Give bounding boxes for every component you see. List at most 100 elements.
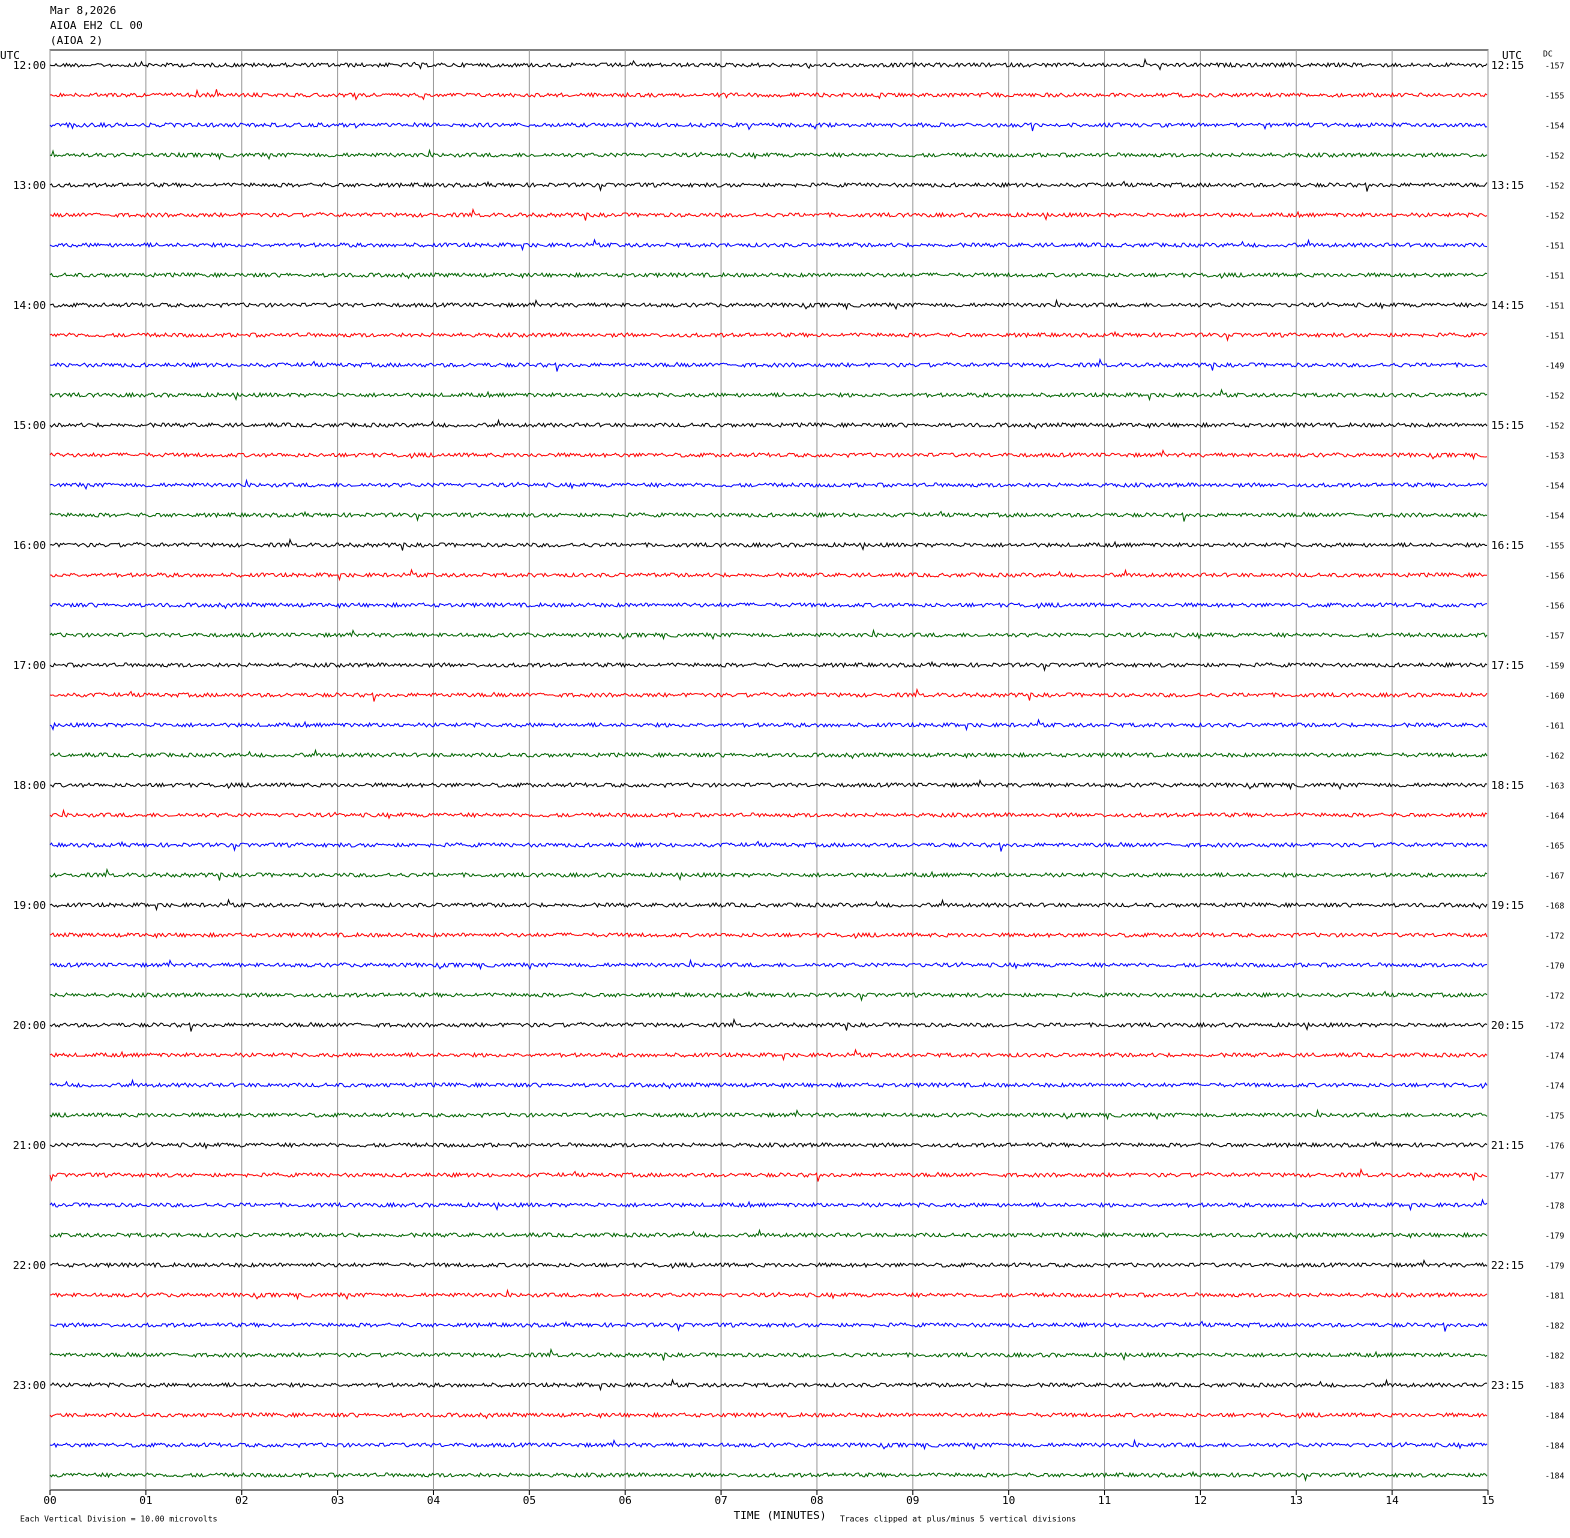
dc-value: -159 xyxy=(1545,662,1564,671)
dc-value: -154 xyxy=(1545,122,1564,131)
trace xyxy=(49,148,1488,161)
left-time-label: 21:00 xyxy=(13,1139,46,1152)
right-axis-label: UTC xyxy=(1502,49,1522,62)
dc-value: -184 xyxy=(1545,1412,1564,1421)
dc-value: -172 xyxy=(1545,992,1564,1001)
left-time-label: 23:00 xyxy=(13,1379,46,1392)
dc-value: -156 xyxy=(1545,572,1564,581)
dc-value: -155 xyxy=(1545,92,1564,101)
right-time-label: 19:15 xyxy=(1491,899,1524,912)
trace xyxy=(49,931,1488,940)
left-time-label: 18:00 xyxy=(13,779,46,792)
trace xyxy=(49,1048,1488,1062)
x-tick-label: 12 xyxy=(1194,1494,1207,1507)
trace xyxy=(49,121,1488,132)
left-time-label: 16:00 xyxy=(13,539,46,552)
dc-value: -151 xyxy=(1545,302,1564,311)
dc-value: -157 xyxy=(1545,632,1564,641)
trace xyxy=(49,357,1488,372)
left-time-label: 12:00 xyxy=(13,59,46,72)
trace xyxy=(49,898,1488,912)
trace xyxy=(49,1438,1488,1451)
dc-value: -184 xyxy=(1545,1442,1564,1451)
trace xyxy=(49,687,1488,702)
trace xyxy=(49,601,1488,610)
dc-value: -168 xyxy=(1545,902,1564,911)
dc-value: -152 xyxy=(1545,182,1564,191)
dc-value: -163 xyxy=(1545,782,1564,791)
left-time-label: 14:00 xyxy=(13,299,46,312)
dc-value: -165 xyxy=(1545,842,1564,851)
dc-value: -162 xyxy=(1545,752,1564,761)
trace xyxy=(49,478,1488,491)
dc-value: -179 xyxy=(1545,1232,1564,1241)
trace xyxy=(49,418,1488,430)
x-tick-label: 13 xyxy=(1290,1494,1303,1507)
trace xyxy=(49,88,1488,101)
right-time-label: 21:15 xyxy=(1491,1139,1524,1152)
x-tick-label: 14 xyxy=(1386,1494,1400,1507)
x-tick-label: 06 xyxy=(619,1494,632,1507)
right-time-label: 13:15 xyxy=(1491,179,1524,192)
trace xyxy=(49,1017,1488,1032)
station: AIOA EH2 CL 00 xyxy=(50,19,143,32)
chart-title: Mar 8,2026 xyxy=(50,4,116,17)
dc-value: -153 xyxy=(1545,452,1564,461)
trace xyxy=(49,1167,1488,1182)
dc-value: -154 xyxy=(1545,512,1564,521)
trace xyxy=(49,1228,1488,1240)
dc-value: -184 xyxy=(1545,1472,1564,1481)
dc-value: -152 xyxy=(1545,422,1564,431)
trace xyxy=(49,808,1488,820)
left-time-label: 13:00 xyxy=(13,179,46,192)
dc-value: -181 xyxy=(1545,1292,1564,1301)
x-tick-label: 00 xyxy=(43,1494,56,1507)
trace xyxy=(49,271,1488,280)
dc-value: -154 xyxy=(1545,482,1564,491)
dc-value: -182 xyxy=(1545,1322,1564,1331)
right-time-label: 12:15 xyxy=(1491,59,1524,72)
dc-value: -177 xyxy=(1545,1172,1564,1181)
x-tick-label: 05 xyxy=(523,1494,536,1507)
left-time-label: 22:00 xyxy=(13,1259,46,1272)
dc-label: DC xyxy=(1543,50,1553,59)
trace xyxy=(49,180,1488,192)
dc-value: -183 xyxy=(1545,1382,1564,1391)
x-tick-label: 08 xyxy=(810,1494,823,1507)
trace xyxy=(49,1411,1488,1420)
dc-value: -170 xyxy=(1545,962,1564,971)
dc-value: -172 xyxy=(1545,932,1564,941)
left-time-label: 19:00 xyxy=(13,899,46,912)
trace xyxy=(49,57,1488,71)
dc-value: -175 xyxy=(1545,1112,1564,1121)
dc-value: -152 xyxy=(1545,152,1564,161)
scale-note: Each Vertical Division = 10.00 microvolt… xyxy=(20,1515,218,1524)
x-tick-label: 10 xyxy=(1002,1494,1015,1507)
dc-value: -160 xyxy=(1545,692,1564,701)
dc-value: -157 xyxy=(1545,62,1564,71)
dc-value: -151 xyxy=(1545,272,1564,281)
dc-value: -156 xyxy=(1545,602,1564,611)
trace xyxy=(49,537,1488,551)
dc-value: -152 xyxy=(1545,392,1564,401)
plot-frame xyxy=(49,49,1489,1491)
trace xyxy=(49,990,1488,1002)
left-time-label: 17:00 xyxy=(13,659,46,672)
clip-note: Traces clipped at plus/minus 5 vertical … xyxy=(840,1515,1076,1524)
trace xyxy=(49,388,1488,402)
trace xyxy=(49,568,1487,582)
trace xyxy=(49,660,1488,672)
x-tick-label: 01 xyxy=(139,1494,152,1507)
dc-value: -172 xyxy=(1545,1022,1564,1031)
dc-value: -167 xyxy=(1545,872,1564,881)
right-time-label: 18:15 xyxy=(1491,779,1524,792)
trace xyxy=(50,1378,1488,1392)
trace xyxy=(49,298,1488,311)
dc-value: -176 xyxy=(1545,1142,1564,1151)
dc-value: -151 xyxy=(1545,242,1564,251)
trace xyxy=(49,1140,1488,1150)
trace xyxy=(49,1347,1488,1361)
trace xyxy=(49,1288,1488,1301)
